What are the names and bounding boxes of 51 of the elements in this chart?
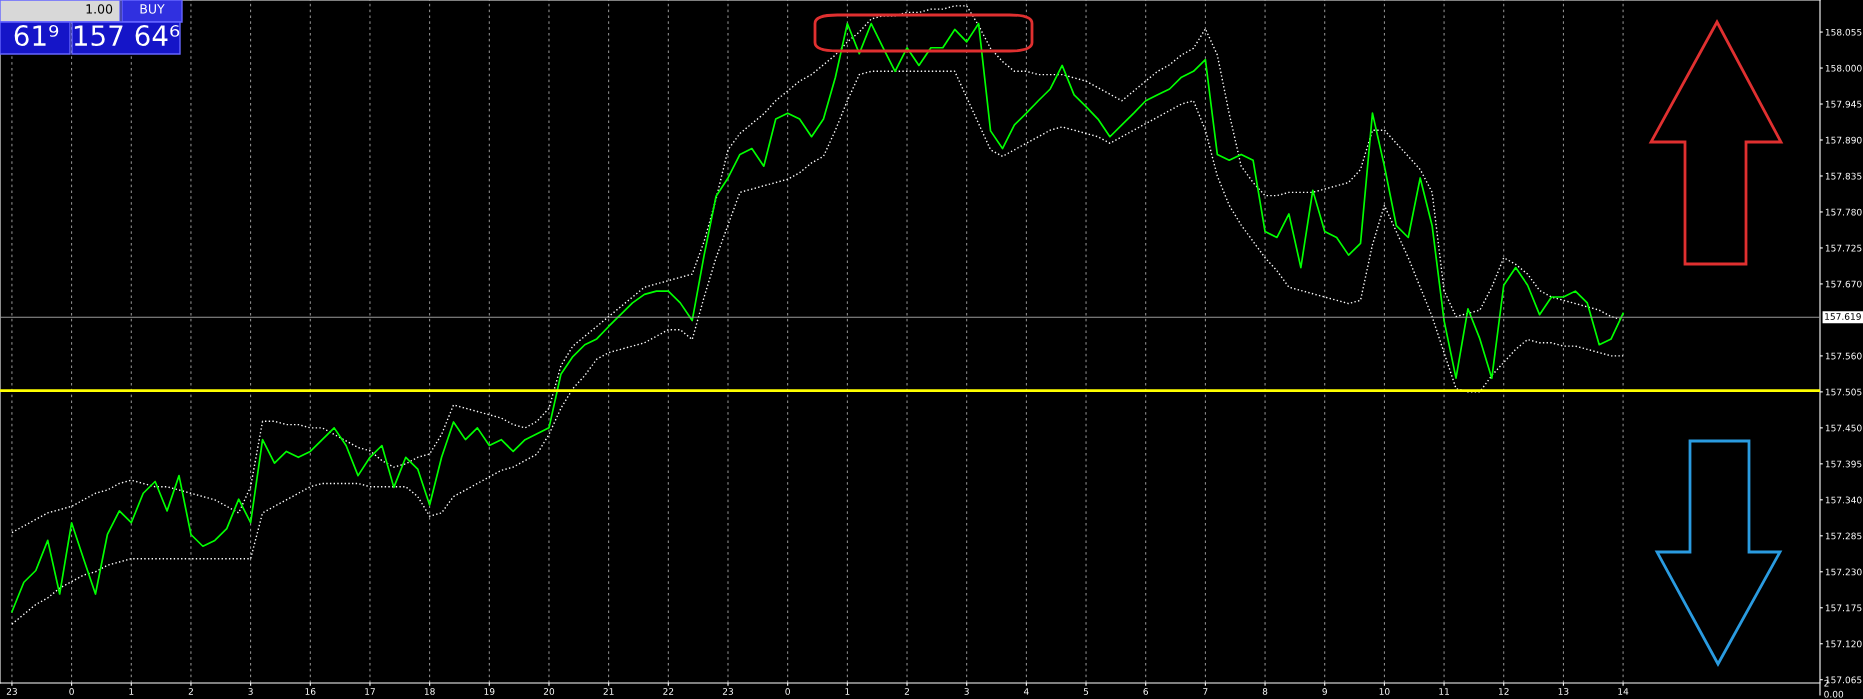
y-tick-label: 157.120 xyxy=(1825,640,1862,648)
y-tick-label: 157.230 xyxy=(1825,568,1862,576)
y-tick-label: 157.835 xyxy=(1825,172,1862,180)
y-tick-label: 157.340 xyxy=(1825,496,1862,504)
y-tick-label: 158.000 xyxy=(1825,64,1862,72)
annotation: BUY xyxy=(140,4,165,14)
x-tick-label: 5 xyxy=(1083,688,1089,695)
x-tick-label: 19 xyxy=(484,688,495,695)
x-tick-label: 9 xyxy=(1322,688,1327,695)
x-tick-label: 17 xyxy=(365,688,375,695)
x-tick-label: 2 xyxy=(188,688,193,695)
y-tick-label: 157.560 xyxy=(1825,352,1862,360)
x-tick-label: 13 xyxy=(1558,688,1569,695)
y-tick-label: 158.055 xyxy=(1825,28,1862,36)
x-tick-label: 0 xyxy=(785,688,790,695)
y-tick-label: 157.890 xyxy=(1825,136,1862,144)
ref-line-label: 157.619 xyxy=(1825,313,1861,320)
x-tick-label: 18 xyxy=(424,688,435,695)
x-tick-label: 16 xyxy=(305,688,316,695)
x-tick-label: 6 xyxy=(1143,688,1149,695)
x-tick-label: 12 xyxy=(1498,688,1509,695)
text: 0.00 xyxy=(1824,690,1844,698)
y-tick-label: 157.505 xyxy=(1825,388,1862,396)
annotation: 1.00 xyxy=(86,4,113,14)
x-tick-label: 8 xyxy=(1262,688,1268,695)
y-tick-label: 157.395 xyxy=(1825,460,1862,468)
x-tick-label: 0 xyxy=(69,688,74,695)
x-tick-label: 4 xyxy=(1023,688,1029,695)
x-tick-label: 11 xyxy=(1439,688,1449,695)
y-tick-label: 157.670 xyxy=(1825,280,1862,288)
y-tick-label: 157.285 xyxy=(1825,532,1862,540)
annotation: 61⁹ xyxy=(14,25,59,47)
x-tick-label: 22 xyxy=(663,688,674,695)
y-tick-label: 157.175 xyxy=(1825,604,1862,612)
x-tick-label: 14 xyxy=(1618,688,1629,695)
y-tick-label: 157.945 xyxy=(1825,100,1862,108)
x-tick-label: 23 xyxy=(722,688,734,695)
x-tick-label: 3 xyxy=(964,688,969,695)
y-tick-label: 157.780 xyxy=(1825,208,1862,216)
x-tick-label: 7 xyxy=(1203,688,1208,695)
x-tick-label: 1 xyxy=(129,688,134,695)
x-tick-label: 10 xyxy=(1379,688,1390,695)
x-tick-label: 21 xyxy=(603,688,614,695)
x-tick-label: 3 xyxy=(248,688,253,695)
x-tick-label: 2 xyxy=(904,688,909,695)
annotation: 157 64⁶ xyxy=(74,25,180,47)
x-tick-label: 1 xyxy=(845,688,850,695)
y-tick-label: 157.450 xyxy=(1825,424,1862,432)
x-tick-label: 20 xyxy=(543,688,555,695)
y-tick-label: 157.725 xyxy=(1825,244,1862,252)
x-tick-label: 23 xyxy=(6,688,17,695)
